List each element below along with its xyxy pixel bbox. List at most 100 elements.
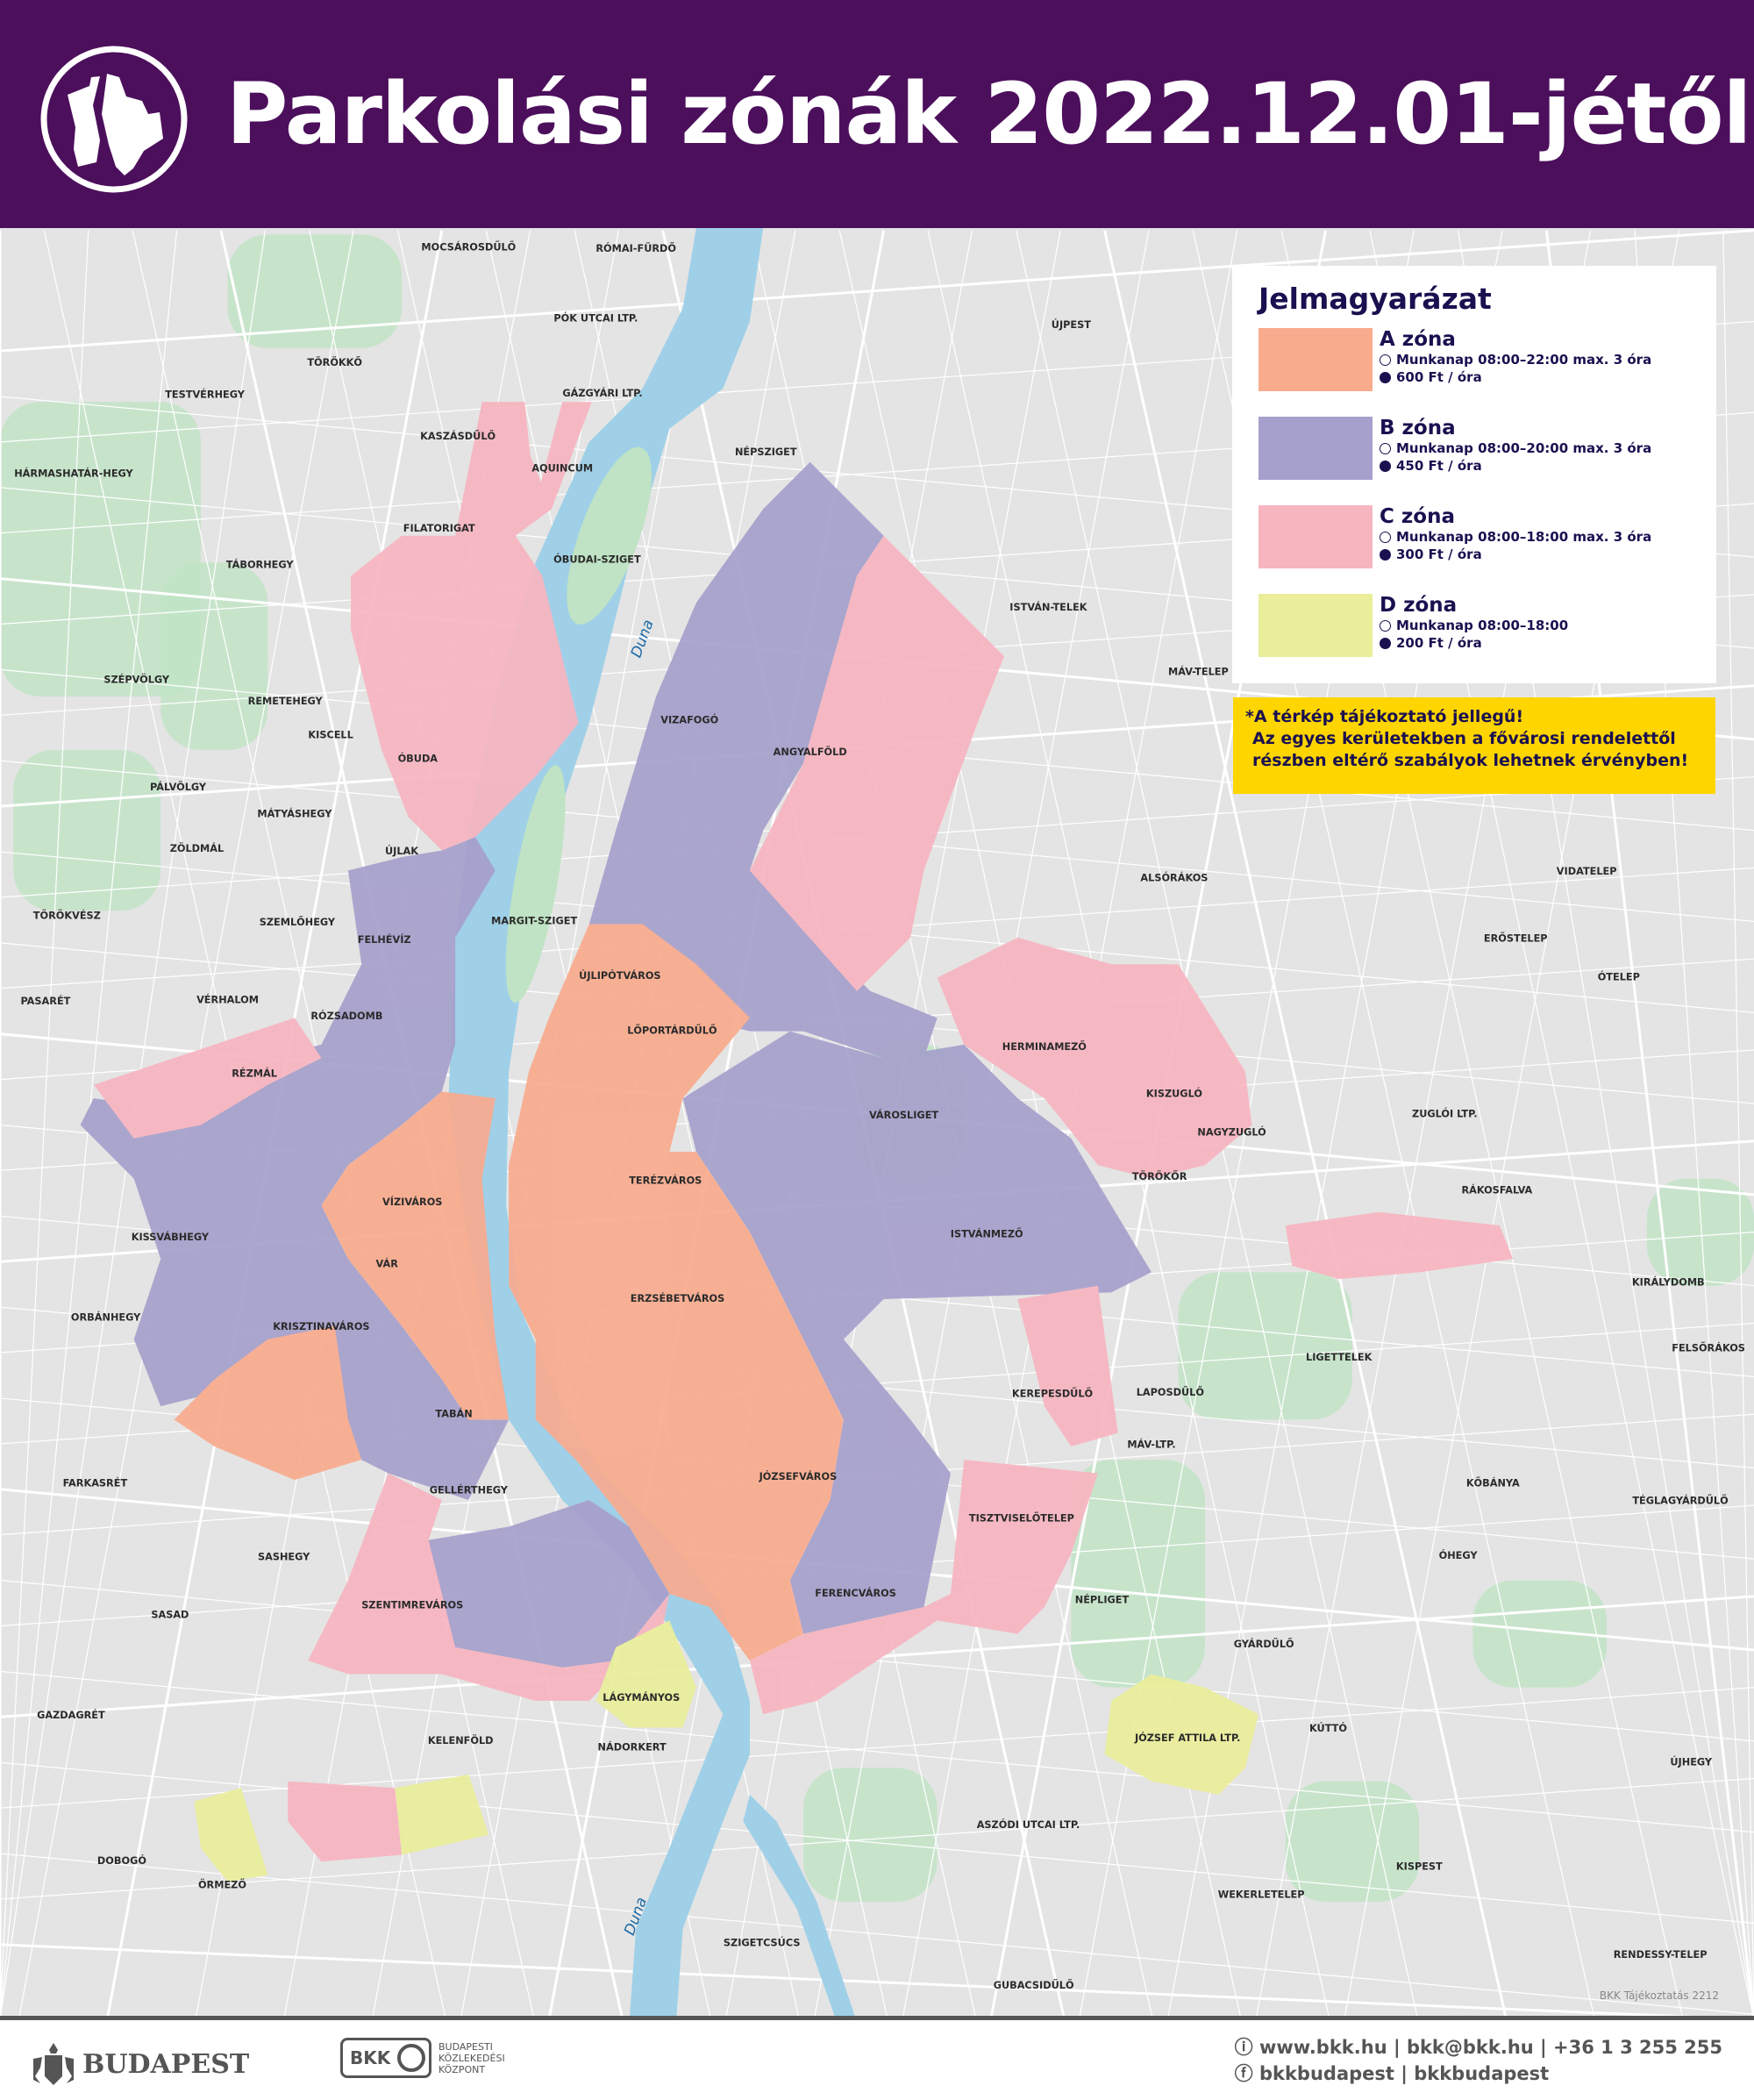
- place-label: KISZUGLÓ: [1146, 1088, 1202, 1099]
- bkk-name-line: KÖZPONT: [438, 2063, 486, 2075]
- place-label: ISTVÁN-TELEK: [1009, 602, 1087, 613]
- legend-zone-b: B zóna Munkanap 08:00–20:00 max. 3 óra 4…: [1258, 417, 1716, 505]
- place-label: MOCSÁROSDŰLŐ: [421, 241, 516, 254]
- place-label: TISZTVISELŐTELEP: [969, 1511, 1074, 1524]
- place-label: MÁV-TELEP: [1168, 667, 1229, 678]
- place-label: TERÉZVÁROS: [629, 1175, 702, 1187]
- place-label: FILATORIGAT: [403, 523, 475, 534]
- zone-c-area[interactable]: [351, 402, 579, 851]
- coin-icon: [1380, 460, 1391, 472]
- place-label: LÁGYMÁNYOS: [602, 1692, 680, 1704]
- place-label: TESTVÉRHEGY: [165, 389, 246, 400]
- place-label: GUBACSIDŰLŐ: [994, 1979, 1074, 1991]
- zone-b-area[interactable]: [588, 461, 938, 1059]
- place-label: FELHÉVÍZ: [358, 934, 411, 946]
- zone-a-area[interactable]: [321, 1091, 510, 1420]
- facebook-icon: ⓕ: [1234, 2063, 1259, 2084]
- zone-d-area[interactable]: [395, 1774, 489, 1855]
- parking-zone-map[interactable]: MOCSÁROSDŰLŐ RÓMAI-FÜRDŐ PÓK UTCAI LTP. ÚJP…: [0, 228, 1754, 2016]
- place-label: ISTVÁNMEZŐ: [951, 1228, 1023, 1240]
- place-label: WEKERLETELEP: [1218, 1889, 1305, 1900]
- place-label: KŐBÁNYA: [1466, 1477, 1520, 1489]
- place-label: FARKASRÉT: [63, 1478, 128, 1489]
- place-label: FELSŐRÁKOS: [1672, 1342, 1745, 1354]
- road: [0, 229, 1754, 353]
- legend-title: Jelmagyarázat: [1258, 282, 1492, 316]
- place-label: NÁDORKERT: [598, 1741, 667, 1753]
- clock-icon: [1380, 442, 1391, 454]
- place-label: SZÉPVÖLGY: [103, 674, 170, 686]
- place-label: ÖRMEZŐ: [198, 1879, 246, 1891]
- place-label: VIZAFOGÓ: [660, 714, 718, 725]
- zone-c-area[interactable]: [535, 402, 592, 510]
- place-label: JÓZSEF ATTILA LTP.: [1134, 1732, 1240, 1744]
- road: [1722, 230, 1754, 2016]
- zone-c-area[interactable]: [1017, 1285, 1118, 1446]
- zone-hours: Munkanap 08:00–18:00 max. 3 óra: [1396, 529, 1652, 545]
- margit-sziget: [505, 765, 566, 1004]
- zone-c-area[interactable]: [1285, 1211, 1514, 1280]
- zone-hours: Munkanap 08:00–20:00 max. 3 óra: [1396, 440, 1652, 456]
- place-label: NÉPLIGET: [1075, 1595, 1130, 1606]
- budapest-crest-icon: [33, 2043, 74, 2085]
- place-label: HÁRMASHATÁR-HEGY: [14, 468, 133, 480]
- coin-icon: [1380, 637, 1391, 649]
- place-label: TÖRÖKKŐ: [307, 356, 362, 368]
- budapest-wordmark: BUDAPEST: [82, 2048, 250, 2080]
- zone-name: C zóna: [1380, 505, 1455, 528]
- place-label: ÓHEGY: [1439, 1550, 1479, 1561]
- place-label: VÁROSLIGET: [869, 1110, 938, 1121]
- zone-d-area[interactable]: [1104, 1674, 1259, 1795]
- zone-c-area[interactable]: [288, 1781, 403, 1862]
- zone-c-area[interactable]: [937, 937, 1252, 1179]
- zone-name: D zóna: [1380, 594, 1458, 617]
- contact-info: ⓘ www.bkk.hu | bkk@bkk.hu | +36 1 3 255 …: [1235, 2034, 1722, 2087]
- zone-price: 200 Ft / óra: [1396, 635, 1482, 651]
- zone-c-area[interactable]: [749, 1460, 1098, 1715]
- place-label: MÁV-LTP.: [1127, 1439, 1175, 1450]
- place-label: ERŐSTELEP: [1484, 932, 1548, 944]
- zone-b-area[interactable]: [428, 1499, 670, 1668]
- zone-d-area[interactable]: [194, 1788, 268, 1882]
- zone-a-area[interactable]: [174, 1325, 362, 1481]
- park-area: [0, 402, 202, 696]
- place-label: SZIGETCSÚCS: [724, 1937, 801, 1948]
- park-areas: [0, 234, 1754, 1902]
- legend: Jelmagyarázat A zóna Munkanap 08:00–22:0…: [1232, 266, 1716, 683]
- disclaimer-line: *A térkép tájékoztató jellegű!: [1245, 707, 1524, 726]
- contact-line[interactable]: www.bkk.hu | bkk@bkk.hu | +36 1 3 255 25…: [1258, 2037, 1722, 2058]
- map-credit: BKK Tájékoztatás 2212: [1599, 1989, 1719, 2002]
- place-label: VÁR: [376, 1258, 399, 1269]
- page-title: Parkolási zónák 2022.12.01-jétől: [226, 65, 1751, 163]
- place-label: ÓTELEP: [1598, 972, 1640, 983]
- zone-b-area[interactable]: [682, 1031, 1152, 1634]
- place-label: ÓBUDA: [398, 754, 438, 765]
- park-area: [1472, 1580, 1608, 1688]
- coin-icon: [1380, 548, 1391, 561]
- place-label: REMETEHEGY: [248, 696, 324, 707]
- zone-d-area[interactable]: [595, 1620, 696, 1728]
- park-area: [1285, 1781, 1420, 1902]
- place-label: ALSÓRÁKOS: [1140, 873, 1208, 884]
- zone-c-area[interactable]: [93, 1018, 322, 1139]
- place-label: KASZÁSDŰLŐ: [420, 430, 496, 442]
- place-label: TÖRÖKVÉSZ: [33, 909, 101, 921]
- place-label: PÓK UTCAI LTP.: [553, 312, 638, 324]
- place-label: ÚJPEST: [1052, 319, 1091, 331]
- zone-a-area[interactable]: [509, 924, 844, 1661]
- place-label: ÚJHEGY: [1670, 1756, 1713, 1768]
- parking-zones: [80, 402, 1514, 1882]
- social-line[interactable]: bkkbudapest | bkkbudapest: [1258, 2063, 1550, 2084]
- zone-b-area[interactable]: [80, 837, 510, 1500]
- park-area: [227, 234, 403, 348]
- park-area: [13, 750, 161, 911]
- place-label: TÁBORHEGY: [226, 559, 295, 570]
- zone-swatch: [1258, 417, 1373, 480]
- place-label: ZÖLDMÁL: [170, 842, 224, 854]
- header: Parkolási zónák 2022.12.01-jétől: [0, 0, 1754, 228]
- zone-c-area[interactable]: [749, 535, 1005, 991]
- place-label: RÉZMÁL: [232, 1068, 277, 1080]
- bkk-name-line: BUDAPESTI: [438, 2040, 493, 2053]
- road: [0, 230, 89, 2016]
- zone-swatch: [1258, 505, 1373, 568]
